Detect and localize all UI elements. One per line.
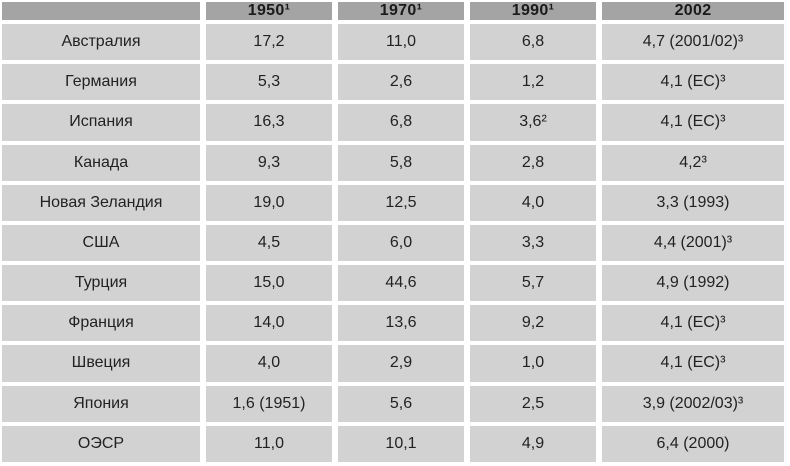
table-cell: 4,4 (2001)³ (602, 224, 784, 262)
table-cell: 6,8 (338, 104, 464, 141)
table-cell: 1,2 (470, 64, 596, 101)
table-cell: 4,9 (470, 425, 596, 462)
table-cell: 2,8 (470, 144, 596, 181)
table-cell: 9,2 (470, 305, 596, 342)
table-cell: 3,6² (470, 104, 596, 141)
row-label: Швеция (2, 345, 200, 382)
table-cell: 4,7 (2001/02)³ (602, 24, 784, 61)
table-cell: 2,9 (338, 345, 464, 382)
row-label: Новая Зеландия (2, 184, 200, 221)
table-cell: 5,3 (206, 64, 332, 101)
table-cell: 4,1 (ЕС)³ (602, 345, 784, 382)
table-row: Турция 15,0 44,6 5,7 4,9 (1992) (2, 265, 784, 302)
table-cell: 4,1 (ЕС)³ (602, 305, 784, 342)
table-cell: 2,5 (470, 385, 596, 422)
table-row: США 4,5 6,0 3,3 4,4 (2001)³ (2, 224, 784, 262)
header-cell-empty (2, 2, 200, 20)
table-row: Швеция 4,0 2,9 1,0 4,1 (ЕС)³ (2, 345, 784, 382)
table-cell: 6,0 (338, 224, 464, 262)
table-cell: 6,8 (470, 24, 596, 61)
table-cell: 5,8 (338, 144, 464, 181)
table-cell: 11,0 (206, 425, 332, 462)
table-cell: 4,9 (1992) (602, 265, 784, 302)
row-label: Испания (2, 104, 200, 141)
row-label: Австралия (2, 24, 200, 61)
table-cell: 4,0 (470, 184, 596, 221)
table-cell: 17,2 (206, 24, 332, 61)
table-cell: 4,5 (206, 224, 332, 262)
table-row: Япония 1,6 (1951) 5,6 2,5 3,9 (2002/03)³ (2, 385, 784, 422)
table-row: Австралия 17,2 11,0 6,8 4,7 (2001/02)³ (2, 24, 784, 61)
header-cell-1970: 1970¹ (338, 2, 464, 20)
table-cell: 3,3 (1993) (602, 184, 784, 221)
table-cell: 14,0 (206, 305, 332, 342)
table-cell: 2,6 (338, 64, 464, 101)
table-row: Германия 5,3 2,6 1,2 4,1 (ЕС)³ (2, 64, 784, 101)
table-cell: 4,1 (ЕС)³ (602, 64, 784, 101)
table-row: ОЭСР 11,0 10,1 4,9 6,4 (2000) (2, 425, 784, 462)
table-cell: 11,0 (338, 24, 464, 61)
table-row: Новая Зеландия 19,0 12,5 4,0 3,3 (1993) (2, 184, 784, 221)
table-cell: 13,6 (338, 305, 464, 342)
row-label: Германия (2, 64, 200, 101)
row-label: США (2, 224, 200, 262)
table-cell: 3,9 (2002/03)³ (602, 385, 784, 422)
table-cell: 44,6 (338, 265, 464, 302)
row-label: ОЭСР (2, 425, 200, 462)
header-cell-2002: 2002 (602, 2, 784, 20)
table-cell: 4,2³ (602, 144, 784, 181)
table-cell: 3,3 (470, 224, 596, 262)
table-cell: 1,0 (470, 345, 596, 382)
table-cell: 4,1 (ЕС)³ (602, 104, 784, 141)
header-cell-1950: 1950¹ (206, 2, 332, 20)
header-cell-1990: 1990¹ (470, 2, 596, 20)
table-cell: 5,7 (470, 265, 596, 302)
row-label: Франция (2, 305, 200, 342)
table-cell: 16,3 (206, 104, 332, 141)
table-cell: 9,3 (206, 144, 332, 181)
table-cell: 10,1 (338, 425, 464, 462)
table-row: Канада 9,3 5,8 2,8 4,2³ (2, 144, 784, 181)
row-label: Турция (2, 265, 200, 302)
table-cell: 6,4 (2000) (602, 425, 784, 462)
table-cell: 19,0 (206, 184, 332, 221)
table-cell: 15,0 (206, 265, 332, 302)
table-cell: 4,0 (206, 345, 332, 382)
table-cell: 12,5 (338, 184, 464, 221)
table-row: Франция 14,0 13,6 9,2 4,1 (ЕС)³ (2, 305, 784, 342)
header-row: 1950¹ 1970¹ 1990¹ 2002 (2, 2, 784, 20)
row-label: Канада (2, 144, 200, 181)
table-row: Испания 16,3 6,8 3,6² 4,1 (ЕС)³ (2, 104, 784, 141)
row-label: Япония (2, 385, 200, 422)
table-cell: 5,6 (338, 385, 464, 422)
table-cell: 1,6 (1951) (206, 385, 332, 422)
